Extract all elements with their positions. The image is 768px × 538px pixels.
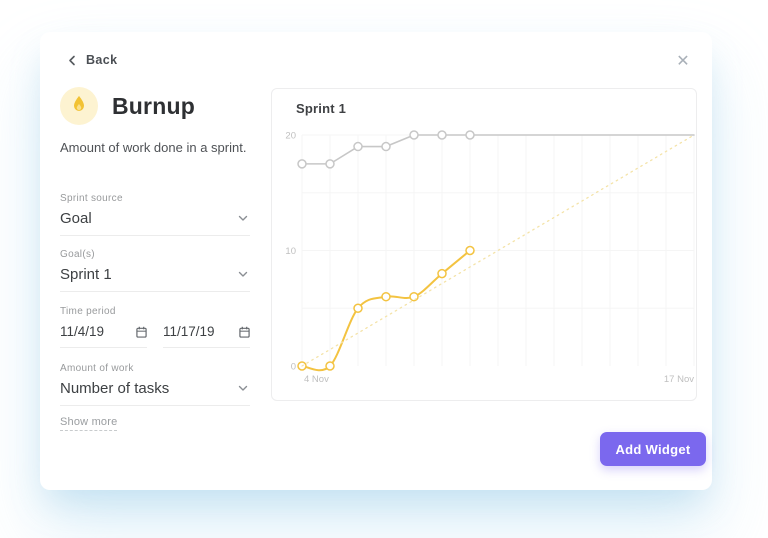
back-button[interactable]: Back [68,53,117,67]
field-label: Sprint source [60,193,123,204]
field-time-period: Time period 11/4/19 11/17/19 [60,306,250,348]
date-start-value: 11/4/19 [60,324,105,339]
burnup-icon-badge [60,87,98,125]
chevron-down-icon [238,215,250,222]
amount-of-work-select[interactable]: Number of tasks [60,380,250,406]
svg-text:17 Nov: 17 Nov [664,374,694,385]
chart-title: Sprint 1 [296,101,346,116]
svg-text:20: 20 [285,131,296,142]
select-value: Sprint 1 [60,266,112,283]
widget-settings-panel: Burnup Amount of work done in a sprint. … [60,87,250,457]
date-end-input[interactable]: 11/17/19 [163,324,250,348]
flame-icon [71,95,87,118]
goals-select[interactable]: Sprint 1 [60,266,250,292]
page-title: Burnup [112,92,195,119]
field-amount-of-work: Amount of work Number of tasks [60,363,250,406]
add-widget-button[interactable]: Add Widget [600,432,706,466]
svg-text:0: 0 [291,362,296,373]
calendar-icon [136,326,147,338]
chevron-down-icon [238,385,250,392]
close-icon[interactable]: ✕ [676,53,690,70]
add-widget-modal: Back ✕ Burnup Amount of work done in a s… [40,32,712,490]
chevron-left-icon [68,55,76,66]
calendar-icon [239,326,250,338]
burnup-chart: 0 10 20 4 Nov 17 Nov [285,130,695,385]
select-value: Number of tasks [60,380,170,397]
field-label: Time period [60,306,116,317]
field-goals: Goal(s) Sprint 1 [60,249,250,292]
back-label: Back [86,53,118,67]
show-more-link[interactable]: Show more [60,416,118,431]
svg-text:10: 10 [285,246,296,257]
sprint-source-select[interactable]: Goal [60,210,250,236]
select-value: Goal [60,210,92,227]
widget-description: Amount of work done in a sprint. [60,140,247,155]
date-end-value: 11/17/19 [163,324,215,339]
chevron-down-icon [238,271,250,278]
chart-preview-card: Sprint 1 0 10 20 4 Nov 17 Nov [271,88,697,401]
svg-text:4 Nov: 4 Nov [304,374,329,385]
field-sprint-source: Sprint source Goal [60,193,250,236]
date-start-input[interactable]: 11/4/19 [60,324,147,348]
field-label: Amount of work [60,363,134,374]
field-label: Goal(s) [60,249,95,260]
widget-header: Burnup [60,87,195,125]
